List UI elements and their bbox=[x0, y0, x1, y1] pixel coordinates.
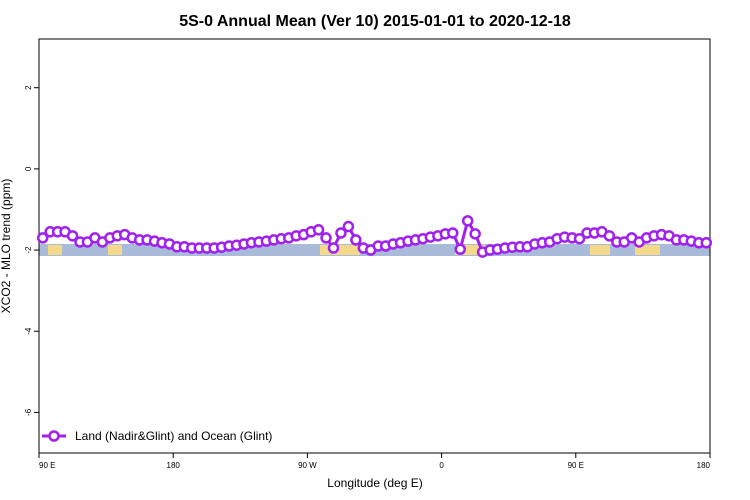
x-tick-label-2: 90 W bbox=[298, 461, 317, 470]
x-axis-label: Longitude (deg E) bbox=[327, 476, 422, 490]
data-point bbox=[469, 228, 481, 240]
series-layer bbox=[36, 215, 713, 258]
data-point bbox=[573, 232, 586, 245]
data-point bbox=[36, 232, 49, 244]
y-tick-label-0: 2 bbox=[24, 85, 33, 90]
x-axis: 90 E 180 90 W 0 90 E 180 bbox=[38, 453, 711, 470]
land-patch-5 bbox=[635, 245, 660, 255]
x-tick-label-4: 90 E bbox=[568, 461, 584, 470]
data-point bbox=[461, 215, 474, 227]
data-point bbox=[454, 243, 466, 255]
land-patches bbox=[48, 245, 660, 255]
x-tick-label-0: 90 E bbox=[39, 461, 55, 470]
land-patch-3 bbox=[455, 245, 485, 255]
data-point bbox=[342, 220, 355, 233]
legend-marker bbox=[48, 430, 60, 442]
x-tick-label-5: 180 bbox=[697, 461, 711, 470]
land-patch-1 bbox=[108, 245, 122, 255]
data-point bbox=[350, 234, 362, 246]
data-point bbox=[447, 227, 459, 239]
data-point bbox=[700, 237, 713, 249]
data-point bbox=[327, 242, 340, 254]
data-point bbox=[320, 232, 332, 244]
y-tick-label-3: -4 bbox=[24, 327, 33, 335]
land-patch-2 bbox=[320, 245, 360, 255]
chart-title: 5S-0 Annual Mean (Ver 10) 2015-01-01 to … bbox=[179, 13, 571, 30]
land-patch-4 bbox=[590, 245, 610, 255]
data-point bbox=[66, 230, 79, 242]
y-tick-label-2: -2 bbox=[24, 246, 33, 254]
y-tick-label-4: -6 bbox=[24, 408, 33, 416]
x-tick-label-3: 0 bbox=[439, 461, 444, 470]
y-axis: 2 0 -2 -4 -6 bbox=[24, 85, 39, 416]
data-point bbox=[603, 230, 616, 242]
land-patch-0 bbox=[48, 245, 62, 255]
legend-label: Land (Nadir&Glint) and Ocean (Glint) bbox=[75, 429, 272, 443]
data-point bbox=[335, 227, 347, 239]
x-tick-label-1: 180 bbox=[167, 461, 181, 470]
data-point bbox=[312, 224, 325, 236]
y-axis-label: XCO2 - MLO trend (ppm) bbox=[0, 179, 13, 314]
y-tick-label-1: 0 bbox=[24, 166, 33, 171]
legend: Land (Nadir&Glint) and Ocean (Glint) bbox=[42, 429, 272, 443]
